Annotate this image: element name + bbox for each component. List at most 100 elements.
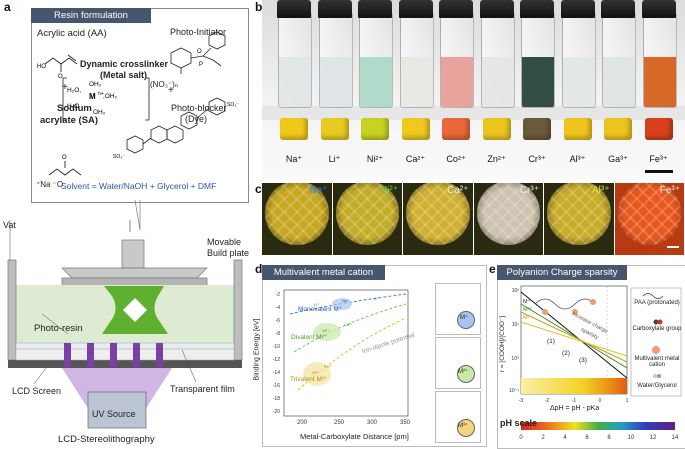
svg-text:-18: -18 bbox=[273, 396, 280, 402]
transparent-film-label: Transparent film bbox=[170, 384, 235, 394]
lattice-photo: Al³⁺ bbox=[544, 183, 614, 255]
svg-text:10⁻¹: 10⁻¹ bbox=[509, 388, 519, 394]
lattice-ion-label: Ni²⁺ bbox=[379, 185, 398, 196]
panel-a-label: a bbox=[4, 0, 11, 14]
nitrate-label: (NO₃⁻)ₙ bbox=[150, 80, 178, 89]
curve-label-2: (2) bbox=[562, 350, 570, 357]
svg-text:-6: -6 bbox=[276, 318, 281, 324]
lattice-grid bbox=[476, 183, 540, 245]
printer-diagram bbox=[7, 200, 243, 429]
printed-cube bbox=[442, 118, 470, 140]
svg-text:0: 0 bbox=[599, 398, 602, 404]
lcd-screen-label: LCD Screen bbox=[12, 386, 62, 396]
inset-m3-box bbox=[435, 391, 481, 443]
svg-text:300: 300 bbox=[367, 420, 378, 426]
trivalent-label: Trivalent M³⁺ bbox=[290, 376, 328, 383]
svg-text:,OH₂: ,OH₂ bbox=[103, 93, 118, 100]
lattice-disc bbox=[547, 183, 611, 245]
ion-label: Li⁺ bbox=[328, 154, 341, 164]
inset-m3-label: M³⁺ bbox=[458, 423, 469, 429]
vial-liquid bbox=[319, 57, 352, 107]
legend-carboxylate: Carboxylate group bbox=[632, 326, 682, 332]
vial bbox=[480, 12, 515, 108]
formulation-box bbox=[31, 8, 249, 203]
svg-text:-12: -12 bbox=[273, 357, 280, 363]
ion-label: Zn²⁺ bbox=[487, 154, 506, 164]
panel-c-label: c bbox=[255, 182, 262, 196]
lattice-photo: Ca²⁺ bbox=[403, 183, 473, 255]
legend-water-glycerol: Water/Glycerol bbox=[637, 383, 677, 389]
svg-text:Fe³⁺: Fe³⁺ bbox=[324, 364, 332, 369]
legend-paa: PAA (protonated) bbox=[634, 300, 680, 306]
vial bbox=[359, 12, 393, 108]
photo-blocker-label: Photo-blocker bbox=[171, 103, 227, 113]
vial-cap bbox=[641, 0, 676, 18]
series-label-m2: M²⁺ bbox=[523, 307, 533, 313]
printed-cube bbox=[401, 118, 430, 140]
panel-e-label: e bbox=[489, 262, 496, 276]
charge-sparsity-chart: 10² 10¹ 10⁰ 10⁻¹ -3 -2 -1 0 1 0 2 4 6 8 10 12 14 bbox=[509, 285, 682, 441]
svg-text:Al³⁺: Al³⁺ bbox=[312, 370, 319, 375]
ion-label: Co²⁺ bbox=[446, 154, 466, 164]
vial-cap bbox=[398, 0, 433, 18]
svg-text:OH₂: OH₂ bbox=[93, 109, 106, 116]
panel-d-header: Multivalent metal cation bbox=[262, 265, 385, 280]
dph-xlabel: ΔpH = pH - pKa bbox=[550, 405, 600, 412]
binding-energy-ylabel: Binding Energy [eV] bbox=[253, 318, 261, 381]
svg-text:4: 4 bbox=[563, 435, 567, 441]
scale-bar-b bbox=[645, 170, 673, 173]
vial-liquid bbox=[562, 57, 595, 107]
ion-label: Ni²⁺ bbox=[366, 154, 384, 164]
series-label-m3: M³⁺ bbox=[523, 315, 533, 321]
svg-text:-20: -20 bbox=[273, 409, 280, 415]
svg-text:-2: -2 bbox=[276, 292, 281, 298]
sodium-acrylate-sub-label: acrylate (SA) bbox=[40, 115, 99, 126]
printed-cube bbox=[482, 118, 511, 140]
svg-text:250: 250 bbox=[334, 420, 345, 426]
vial-liquid bbox=[643, 57, 676, 107]
svg-text:H₂O: H₂O bbox=[67, 103, 79, 110]
lattice-photo: Ni²⁺ bbox=[332, 183, 402, 255]
ion-label: Al³⁺ bbox=[569, 154, 586, 164]
vial-cap bbox=[601, 0, 635, 18]
lattice-ion-label: Ca²⁺ bbox=[447, 185, 469, 196]
printed-cube bbox=[280, 118, 308, 140]
svg-text:SO₃⁻: SO₃⁻ bbox=[113, 154, 125, 160]
scale-bar-c bbox=[667, 246, 679, 248]
uv-source-label: UV Source bbox=[92, 409, 136, 419]
vial bbox=[602, 12, 636, 108]
vat-label: Vat bbox=[3, 220, 16, 230]
formulation-header: Resin formulation bbox=[31, 8, 151, 23]
svg-text:Ca²⁺: Ca²⁺ bbox=[344, 322, 353, 327]
inset-structures: M⁺ M²⁺ M³⁺ bbox=[435, 283, 481, 443]
sodium-ion-label: ⁺Na ⁻O bbox=[36, 180, 64, 189]
lattice-ion-label: Al³⁺ bbox=[592, 185, 610, 196]
svg-text:6: 6 bbox=[585, 435, 589, 441]
svg-text:200: 200 bbox=[297, 420, 308, 426]
crosslinker-sub-label: (Metal salt) bbox=[100, 70, 148, 80]
movable-plate-label: Movable bbox=[207, 237, 242, 247]
lattice-disc bbox=[406, 183, 470, 245]
svg-text:1: 1 bbox=[626, 398, 629, 404]
svg-text:10²: 10² bbox=[512, 288, 520, 294]
lcd-stereolithography-caption: LCD-Stereolithography bbox=[58, 434, 155, 445]
svg-text:-8: -8 bbox=[276, 331, 281, 337]
vial-liquid bbox=[522, 57, 554, 107]
vial-liquid bbox=[603, 57, 635, 107]
divalent-label: Divalent M²⁺ bbox=[291, 334, 328, 341]
monovalent-label: Monovalent M⁺ bbox=[298, 306, 343, 313]
shelf bbox=[262, 106, 685, 120]
printed-cube bbox=[320, 118, 349, 140]
vial-liquid bbox=[481, 57, 514, 107]
lattice-grid bbox=[617, 183, 681, 245]
svg-text:2: 2 bbox=[541, 435, 545, 441]
vial bbox=[399, 12, 434, 108]
vial bbox=[642, 12, 677, 108]
vial-cap bbox=[277, 0, 311, 18]
lattice-grid bbox=[547, 183, 611, 245]
lattice-photo: Fe³⁺ bbox=[614, 183, 684, 255]
svg-text:HO: HO bbox=[37, 64, 46, 70]
svg-text:-16: -16 bbox=[273, 383, 280, 389]
printed-cube bbox=[644, 118, 673, 140]
svg-text:-10: -10 bbox=[273, 344, 280, 350]
